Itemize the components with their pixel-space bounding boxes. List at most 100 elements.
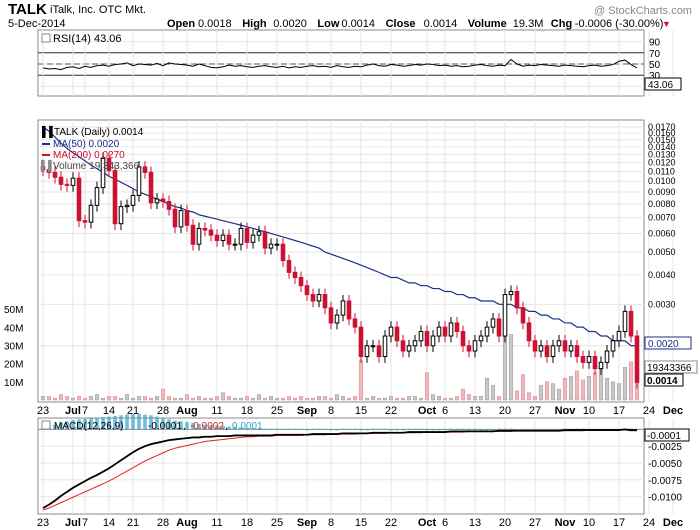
date-axis-bottom: 23 Jul 7 14 21 28 Aug 11 18 25 Sep 8 15 22 Oct 6 13 20 27 N… bbox=[37, 517, 683, 529]
candle-body bbox=[430, 335, 436, 347]
date-tick-18: 18 bbox=[241, 517, 253, 529]
candle-body bbox=[436, 326, 442, 337]
volume-bar bbox=[286, 396, 292, 401]
macd-hist-bar bbox=[215, 425, 219, 430]
volume-bar bbox=[298, 396, 304, 401]
candle-body bbox=[418, 330, 424, 342]
macd-panel-frame bbox=[37, 417, 645, 515]
candle-body bbox=[448, 322, 454, 337]
volume-bar bbox=[466, 394, 472, 401]
macd-legend-sep2: , bbox=[225, 421, 228, 432]
date-tick-8: 8 bbox=[328, 405, 334, 417]
volume-tag-box bbox=[644, 360, 698, 374]
date-tick-oct: Oct bbox=[418, 405, 437, 417]
macd-current-tag-box bbox=[644, 428, 690, 442]
rsi-panel-frame bbox=[37, 29, 645, 97]
price-ytick: 0.0140 bbox=[648, 142, 676, 152]
candle-body bbox=[52, 171, 58, 178]
date-tick-11: 11 bbox=[211, 405, 222, 417]
price-ytick: 0.0170 bbox=[648, 122, 676, 132]
date-tick-sep: Sep bbox=[297, 405, 317, 417]
macd-hist-bar bbox=[107, 416, 111, 430]
ma50-tag-box bbox=[644, 336, 692, 350]
company-name: iTalk, Inc. OTC Mkt. bbox=[50, 4, 146, 16]
macd-legend-value: -0.0001 bbox=[148, 421, 182, 432]
macd-hist-bar bbox=[209, 425, 213, 430]
date-tick-21: 21 bbox=[127, 517, 139, 529]
macd-hist-bar bbox=[323, 428, 327, 430]
macd-hist-bar bbox=[227, 426, 231, 430]
rsi-ytick: 50 bbox=[649, 60, 661, 71]
volume-bar bbox=[526, 392, 532, 401]
date-tick-14: 14 bbox=[103, 517, 115, 529]
macd-hist-bar bbox=[233, 426, 237, 430]
price-legend: ▌▌ TALK (Daily) 0.0014 MA(50) 0.0020 MA(… bbox=[41, 125, 144, 173]
date-tick-24: 24 bbox=[643, 405, 655, 417]
date-tick-13: 13 bbox=[469, 405, 481, 417]
quote-label-volume: Volume bbox=[468, 18, 507, 30]
macd-current-tag-text: -0.0001 bbox=[647, 431, 681, 442]
candle-body bbox=[268, 243, 274, 249]
volume-bar bbox=[328, 397, 334, 401]
macd-hist-bar bbox=[467, 429, 471, 431]
rsi-current-tag-text: 43.06 bbox=[648, 80, 673, 91]
macd-legend-swatch bbox=[41, 420, 51, 430]
date-tick-27: 27 bbox=[529, 405, 541, 417]
date-tick-20: 20 bbox=[499, 405, 511, 417]
candle-body bbox=[238, 227, 244, 245]
macd-legend: MACD(12,26,9) -0.0001 , -0.0002 , 0.0001 bbox=[41, 420, 263, 432]
candle-body bbox=[592, 356, 598, 370]
macd-panel: -0.0025 -0.0050 -0.0075 -0.0100 MACD(12,26,… bbox=[37, 413, 690, 515]
date-tick-18: 18 bbox=[241, 405, 253, 417]
price-tags: 0.0020 19343366 0.0014 bbox=[644, 336, 698, 387]
volume-bar bbox=[82, 397, 88, 401]
macd-hist-bar bbox=[287, 428, 291, 430]
date-tick-dec: Dec bbox=[663, 517, 683, 529]
macd-hist-bar bbox=[389, 429, 393, 431]
volume-bar bbox=[574, 370, 580, 401]
candle-body bbox=[568, 345, 574, 352]
volume-ytick: 10M bbox=[4, 378, 23, 389]
quote-date: 5-Dec-2014 bbox=[8, 18, 65, 30]
volume-bar bbox=[454, 396, 460, 401]
macd-hist-bar bbox=[371, 428, 375, 430]
date-tick-oct: Oct bbox=[418, 517, 437, 529]
date-tick-13: 13 bbox=[469, 517, 481, 529]
legend-volume: Volume 19,343,366 bbox=[53, 161, 140, 172]
candle-body bbox=[244, 227, 250, 243]
candle-body bbox=[490, 318, 496, 328]
macd-hist-bar bbox=[455, 428, 459, 430]
price-candles bbox=[40, 152, 640, 389]
macd-hist-bar bbox=[443, 429, 447, 431]
date-tick-24: 24 bbox=[643, 517, 655, 529]
quote-value-open: 0.0018 bbox=[198, 18, 232, 30]
quote-value-volume: 19.3M bbox=[513, 18, 544, 30]
volume-tag-text: 19343366 bbox=[647, 363, 692, 374]
candle-body bbox=[154, 198, 160, 204]
date-tick-20: 20 bbox=[499, 517, 511, 529]
macd-hist-bar bbox=[365, 429, 369, 431]
macd-hist-bar bbox=[239, 427, 243, 430]
candle-body bbox=[142, 166, 148, 173]
date-tick-22: 22 bbox=[385, 405, 397, 417]
candle-body bbox=[622, 310, 628, 332]
candle-body bbox=[478, 335, 484, 342]
volume-bar bbox=[112, 396, 118, 401]
candle-body bbox=[574, 345, 580, 358]
macd-hist-bar bbox=[119, 415, 123, 430]
macd-hist-bar bbox=[203, 424, 207, 430]
macd-ytick: -0.0075 bbox=[648, 476, 682, 487]
volume-bar bbox=[484, 377, 490, 401]
macd-hist-bar bbox=[161, 417, 165, 430]
price-ytick: 0.0090 bbox=[648, 187, 676, 197]
candle-body bbox=[496, 318, 502, 337]
macd-hist-bar bbox=[395, 429, 399, 431]
candle-body bbox=[328, 307, 334, 324]
candle-body bbox=[562, 340, 568, 352]
candle-body bbox=[532, 340, 538, 352]
macd-hist-bar bbox=[329, 429, 333, 431]
candle-body bbox=[358, 326, 364, 358]
candle-body bbox=[286, 260, 292, 273]
rsi-current-tag: 43.06 bbox=[644, 77, 682, 91]
macd-hist-bar bbox=[269, 428, 273, 430]
